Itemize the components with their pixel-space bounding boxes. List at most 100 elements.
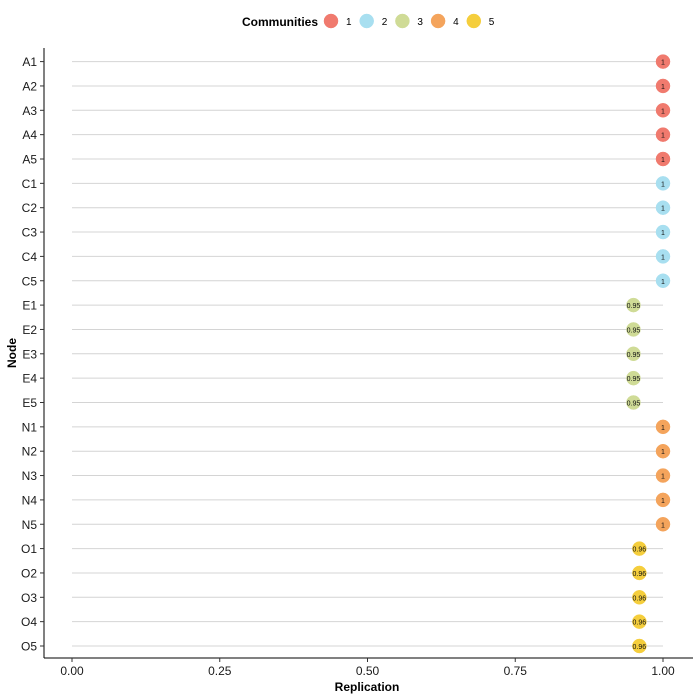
point-C5 (655, 273, 671, 288)
point-label-O1: 0.96 (633, 547, 647, 554)
y-tick-label-O4: O4 (21, 615, 37, 629)
point-label-A4: 1 (661, 133, 665, 140)
y-tick-label-N5: N5 (22, 518, 38, 532)
point-label-A2: 1 (661, 84, 665, 91)
y-tick-label-A1: A1 (22, 55, 37, 69)
point-N4 (655, 492, 671, 508)
point-N1 (655, 419, 671, 435)
point-label-A3: 1 (661, 108, 665, 115)
point-O5 (632, 638, 647, 654)
x-tick-label-0.50: 0.50 (356, 664, 380, 678)
point-label-N4: 1 (661, 498, 665, 505)
y-tick-label-A5: A5 (22, 153, 37, 167)
y-tick-label-E1: E1 (22, 299, 37, 313)
legend-swatch-5 (466, 13, 482, 29)
point-label-N3: 1 (661, 474, 665, 481)
legend-label-5: 5 (489, 17, 495, 28)
legend: Communities 1 2 3 4 5 (242, 13, 495, 29)
y-ticks: A1 A2 A3 A4 A5 C1 C2 C3 C4 C5 E1 E2 E3 E4 E5 N1 N2 N3 N4 N5… (21, 55, 44, 654)
point-label-N5: 1 (661, 522, 665, 529)
point-C4 (655, 249, 671, 264)
point-C3 (655, 224, 671, 240)
y-axis-title: Node (5, 338, 19, 368)
y-tick-label-C3: C3 (22, 226, 38, 240)
point-O4 (632, 614, 647, 629)
legend-swatch-4 (430, 13, 446, 29)
point-label-N1: 1 (661, 425, 665, 432)
y-tick-label-A3: A3 (22, 104, 37, 118)
point-O2 (632, 565, 647, 581)
y-tick-label-O1: O1 (21, 542, 37, 556)
y-tick-label-A2: A2 (22, 79, 37, 93)
y-tick-label-E3: E3 (22, 347, 37, 361)
y-tick-label-O3: O3 (21, 591, 37, 605)
point-label-C4: 1 (661, 254, 665, 261)
y-tick-label-C5: C5 (22, 274, 38, 288)
point-E2 (626, 322, 641, 337)
x-ticks: 0.00 0.25 0.50 0.75 1.00 (60, 658, 675, 678)
y-tick-label-C4: C4 (22, 250, 38, 264)
legend-label-2: 2 (382, 17, 388, 28)
point-A2 (655, 78, 671, 94)
legend-label-3: 3 (417, 17, 423, 28)
y-tick-label-N2: N2 (22, 445, 38, 459)
point-O1 (632, 541, 647, 556)
point-label-E5: 0.95 (627, 401, 641, 408)
legend-label-4: 4 (453, 17, 459, 28)
legend-title: Communities (242, 15, 318, 29)
legend-items: 1 2 3 4 5 (323, 13, 495, 29)
x-tick-label-0.25: 0.25 (208, 664, 232, 678)
point-N2 (655, 443, 671, 459)
point-label-O4: 0.96 (633, 620, 647, 627)
point-N5 (655, 517, 671, 532)
point-A5 (655, 151, 671, 167)
point-E5 (626, 395, 641, 410)
point-label-N2: 1 (661, 449, 665, 456)
point-label-A5: 1 (661, 157, 665, 164)
x-tick-label-0.00: 0.00 (60, 664, 84, 678)
point-A3 (655, 103, 671, 118)
y-tick-label-A4: A4 (22, 128, 37, 142)
y-tick-label-N4: N4 (22, 493, 38, 507)
data-points: 1 1 1 1 1 1 1 1 1 1 0.95 0.95 0.95 0.95 0.95 1 1 1 1 1 0.96 0… (626, 54, 671, 654)
y-tick-label-O2: O2 (21, 566, 37, 580)
y-tick-label-E5: E5 (22, 396, 37, 410)
legend-swatch-2 (359, 13, 374, 29)
x-axis-title: Replication (335, 680, 400, 694)
axes (43, 48, 693, 659)
point-label-C3: 1 (661, 230, 665, 237)
point-label-A1: 1 (661, 60, 665, 67)
point-label-E3: 0.95 (627, 352, 641, 359)
point-C2 (655, 200, 671, 215)
y-tick-label-N3: N3 (22, 469, 38, 483)
point-label-O2: 0.96 (633, 571, 647, 578)
x-tick-label-0.75: 0.75 (504, 664, 528, 678)
point-E4 (626, 370, 641, 386)
legend-swatch-3 (395, 13, 410, 29)
legend-swatch-1 (323, 13, 339, 29)
y-tick-label-C2: C2 (22, 201, 38, 215)
point-C1 (655, 176, 671, 191)
point-label-E1: 0.95 (627, 303, 641, 310)
point-label-O5: 0.96 (633, 644, 647, 651)
point-O3 (632, 590, 647, 605)
y-tick-label-O5: O5 (21, 640, 37, 654)
gridlines (72, 61, 663, 647)
point-E3 (626, 346, 641, 362)
point-A4 (655, 127, 671, 142)
point-label-E4: 0.95 (627, 376, 641, 383)
y-tick-label-E4: E4 (22, 372, 37, 386)
point-E1 (626, 297, 641, 313)
point-label-C2: 1 (661, 206, 665, 213)
legend-label-1: 1 (346, 17, 352, 28)
y-tick-label-C1: C1 (22, 177, 38, 191)
point-A1 (655, 54, 671, 69)
point-label-E2: 0.95 (627, 327, 641, 334)
point-label-C1: 1 (661, 181, 665, 188)
y-tick-label-E2: E2 (22, 323, 37, 337)
y-tick-label-N1: N1 (22, 420, 38, 434)
x-tick-label-1.00: 1.00 (651, 664, 675, 678)
point-N3 (655, 468, 671, 483)
point-label-C5: 1 (661, 279, 665, 286)
